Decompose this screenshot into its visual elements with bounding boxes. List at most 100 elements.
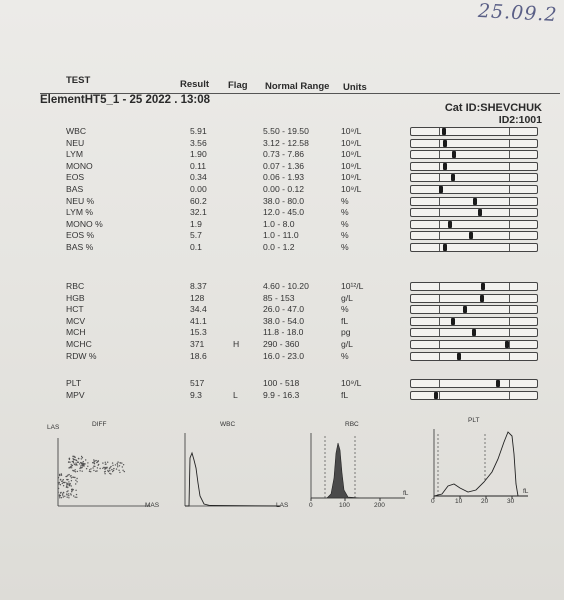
diff-dot <box>75 489 77 491</box>
range-bar-limit <box>438 317 440 325</box>
diff-dot <box>111 468 113 471</box>
diff-dot <box>99 467 101 470</box>
result-row: MPV 9.3 L 9.9 - 16.3 fL <box>0 390 564 402</box>
flag-value: H <box>233 339 240 349</box>
range-bar-limit <box>509 380 511 387</box>
diff-dot <box>75 463 78 466</box>
range-bar-limit <box>509 186 511 193</box>
diff-dot <box>70 463 72 466</box>
diff-dot <box>88 470 91 473</box>
diff-dot <box>62 485 65 487</box>
range-bar-limit <box>509 174 511 182</box>
normal-range: 290 - 360 <box>263 339 300 349</box>
range-bar-marker <box>463 306 468 314</box>
result-value: 0.11 <box>190 160 207 171</box>
result-value: 0.34 <box>190 172 207 183</box>
diff-dot <box>90 471 92 473</box>
range-bar <box>410 243 538 252</box>
range-bar <box>410 161 538 171</box>
normal-range: 5.50 - 19.50 <box>263 126 309 136</box>
range-bar-limit <box>509 391 511 399</box>
diff-dot <box>68 497 70 499</box>
diff-dot <box>107 461 109 463</box>
result-value: 60.2 <box>190 195 207 206</box>
plt-tick-30: 30 <box>507 498 515 505</box>
diff-dot <box>93 459 95 461</box>
test-name: MONO % <box>66 218 103 229</box>
diff-dot <box>68 493 70 495</box>
result-row: HCT 34.4 26.0 - 47.0% <box>0 304 564 316</box>
diff-dot <box>68 481 70 483</box>
unit: fL <box>341 315 349 326</box>
diff-dot <box>118 469 120 471</box>
unit: 10⁹/L <box>341 172 362 183</box>
range-bar <box>410 231 538 241</box>
diff-dot <box>57 487 60 490</box>
unit: % <box>341 242 349 252</box>
diff-dot <box>123 470 126 473</box>
plt-title: PLT <box>468 417 480 424</box>
range-bar-limit <box>438 294 440 302</box>
diff-dot <box>63 481 66 484</box>
diff-dot <box>79 463 81 465</box>
result-value: 3.56 <box>190 137 207 148</box>
range-bar-limit <box>438 162 440 170</box>
diff-dot <box>62 491 65 494</box>
diff-dot <box>81 470 83 472</box>
range-bar-limit <box>509 306 511 314</box>
diff-dot <box>117 466 119 468</box>
diff-dot <box>104 468 107 470</box>
result-row: HGB 128 85 - 153 g/L <box>0 293 564 305</box>
range-bar-limit <box>438 352 440 360</box>
diff-dot <box>59 484 62 486</box>
plt-tick-0: 0 <box>431 498 435 505</box>
diff-dot <box>104 463 107 465</box>
plt-unit: fL <box>523 488 529 495</box>
range-bar <box>410 208 538 218</box>
diff-dot <box>64 495 66 497</box>
diff-dot <box>82 461 84 463</box>
result-row: WBC 5.91 5.50 - 19.50 10⁹/L <box>0 126 564 138</box>
diff-dot <box>72 469 74 472</box>
diff-dot <box>67 486 69 489</box>
range-bar <box>410 316 538 326</box>
diff-dot <box>112 464 114 467</box>
diff-dot <box>75 483 77 485</box>
unit: % <box>341 304 349 315</box>
diff-dot <box>69 466 71 468</box>
diff-dot <box>95 459 97 462</box>
diff-dot <box>107 469 109 472</box>
diff-dot <box>61 482 63 485</box>
result-row: NEU 3.56 3.12 - 12.58 10⁹/L <box>0 138 564 150</box>
diff-dot <box>65 475 67 478</box>
range-bar-marker <box>443 162 448 170</box>
diff-scatter <box>57 438 150 507</box>
range-bar-marker <box>456 352 461 360</box>
diff-dot <box>104 473 106 475</box>
diff-dot <box>69 475 72 477</box>
test-name: LYM <box>66 149 84 160</box>
range-bar-marker <box>473 197 478 205</box>
rbc-tick-100: 100 <box>339 502 350 509</box>
range-bar-limit <box>509 283 511 290</box>
result-value: 32.1 <box>190 207 207 218</box>
range-bar-marker <box>495 380 500 387</box>
diff-dot <box>60 497 63 499</box>
diff-dot <box>71 464 74 467</box>
result-row: RDW % 18.6 16.0 - 23.0% <box>0 351 564 363</box>
diff-dot <box>96 461 98 464</box>
diff-dot <box>59 494 62 497</box>
normal-range: 85 - 153 <box>263 292 295 303</box>
diff-dot <box>80 465 82 467</box>
diff-dot <box>108 468 111 470</box>
diff-dot <box>81 457 84 459</box>
range-bar-limit <box>509 341 511 348</box>
normal-range: 38.0 - 54.0 <box>263 315 305 326</box>
diff-dot <box>62 479 64 481</box>
test-name: MCV <box>66 315 86 326</box>
range-bar-marker <box>469 232 474 240</box>
range-bar-limit <box>438 244 440 251</box>
range-bar-limit <box>509 209 511 217</box>
unit: g/L <box>341 339 353 349</box>
